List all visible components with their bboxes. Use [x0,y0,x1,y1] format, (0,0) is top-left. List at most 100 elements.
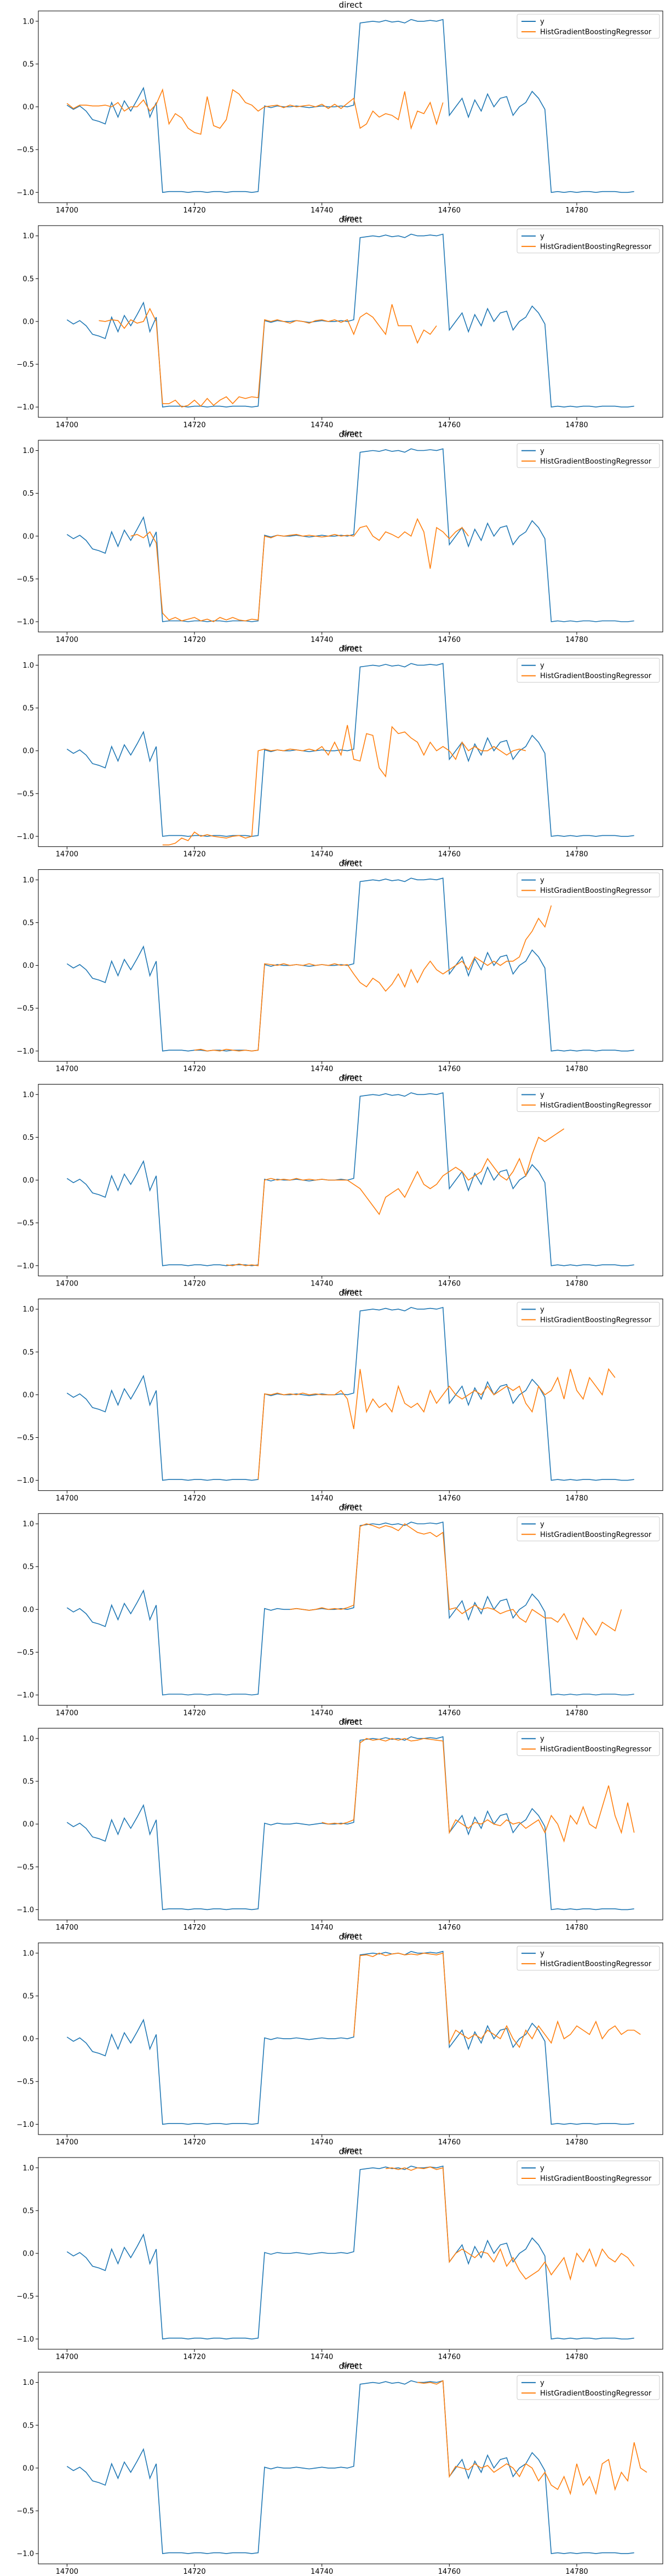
legend-label-y: y [540,447,544,455]
legend-box [517,1087,660,1112]
y-tick-label: −1.0 [16,2336,34,2344]
y-tick-label: 0.0 [22,962,34,970]
chart-panel: direct −1.0 −0.5 0.0 0.5 1.0 14700 14720 14740 14… [16,0,663,223]
y-tick-label: 0.0 [22,532,34,541]
y-tick-label: 0.5 [22,2207,34,2215]
legend-box [517,1516,660,1541]
x-tick-label: 14760 [438,1924,461,1932]
legend-label-prediction: HistGradientBoostingRegressor [540,2389,652,2397]
y-tick-label: −0.5 [16,2508,34,2516]
x-tick-label: 14760 [438,1709,461,1717]
x-tick-label: 14760 [438,2353,461,2361]
legend-box [517,228,660,254]
x-tick-label: 14740 [311,1709,333,1717]
x-tick-label: 14700 [56,2568,78,2576]
x-tick-label: 14780 [565,1494,588,1502]
chart-panel: direct −1.0 −0.5 0.0 0.5 1.0 14700 14720 14740 14… [16,1717,663,1940]
x-tick-label: 14720 [183,1924,205,1932]
x-axis-label: time [342,1717,358,1725]
x-tick-label: 14720 [183,206,205,215]
y-tick-label: −1.0 [16,1906,34,1914]
x-tick-label: 14740 [311,636,333,644]
x-tick-label: 14780 [565,206,588,215]
chart-title: direct [339,215,363,225]
chart-panel: direct −1.0 −0.5 0.0 0.5 1.0 14700 14720 14740 14… [16,1932,663,2155]
chart-panel: direct −1.0 −0.5 0.0 0.5 1.0 14700 14720 14740 14… [16,1288,663,1511]
chart-title: direct [339,1717,363,1727]
chart-title: direct [339,644,363,654]
x-tick-label: 14780 [565,636,588,644]
y-tick-label: −0.5 [16,1219,34,1227]
chart-panel: direct −1.0 −0.5 0.0 0.5 1.0 14700 14720 14740 14… [16,429,663,652]
y-tick-label: −1.0 [16,1691,34,1700]
y-tick-label: −1.0 [16,833,34,841]
series-line-prediction [130,518,469,622]
y-tick-label: 0.5 [22,2422,34,2430]
x-tick-label: 14700 [56,1924,78,1932]
y-tick-label: 1.0 [22,2379,34,2387]
x-tick-label: 14720 [183,421,205,429]
legend-box [517,1301,660,1327]
legend-label-y: y [540,1735,544,1743]
x-tick-label: 14740 [311,421,333,429]
y-tick-label: −1.0 [16,1477,34,1485]
x-tick-label: 14740 [311,2138,333,2147]
x-tick-label: 14700 [56,1494,78,1502]
x-tick-label: 14740 [311,2353,333,2361]
y-tick-label: 0.0 [22,1177,34,1185]
x-axis-label: time [342,215,358,223]
y-tick-label: 0.5 [22,1563,34,1571]
plot-frame [38,655,663,847]
series-line-y [66,1736,634,1911]
y-tick-label: 0.0 [22,1606,34,1614]
x-tick-label: 14780 [565,421,588,429]
x-tick-label: 14780 [565,2138,588,2147]
series-line-prediction [226,1128,565,1266]
x-tick-label: 14760 [438,1065,461,1074]
legend-label-y: y [540,18,544,26]
y-tick-label: −1.0 [16,404,34,412]
x-tick-label: 14720 [183,2353,205,2361]
plot-frame [38,869,663,1062]
legend-box [517,658,660,683]
legend-label-y: y [540,2379,544,2387]
chart-panel: direct −1.0 −0.5 0.0 0.5 1.0 14700 14720 14740 14… [16,215,663,438]
y-tick-label: 0.0 [22,2464,34,2472]
x-axis-label: time [342,1288,358,1296]
x-tick-label: 14700 [56,636,78,644]
x-axis-label: time [342,1074,358,1082]
chart-title: direct [339,1074,363,1083]
x-tick-label: 14720 [183,1709,205,1717]
chart-panel: direct −1.0 −0.5 0.0 0.5 1.0 14700 14720 14740 14… [16,644,663,867]
y-tick-label: 1.0 [22,1521,34,1529]
series-line-y [66,1950,634,2125]
series-line-y [66,2380,634,2555]
x-tick-label: 14760 [438,2138,461,2147]
legend-box [517,1731,660,1756]
legend-label-prediction: HistGradientBoostingRegressor [540,1746,652,1754]
x-tick-label: 14740 [311,851,333,859]
legend-label-y: y [540,1091,544,1099]
y-tick-label: 0.0 [22,747,34,755]
x-tick-label: 14720 [183,1494,205,1502]
chart-panel: direct −1.0 −0.5 0.0 0.5 1.0 14700 14720 14740 14… [16,859,663,1082]
y-tick-label: 1.0 [22,662,34,670]
y-tick-label: 1.0 [22,876,34,885]
x-tick-label: 14700 [56,1709,78,1717]
chart-title: direct [339,2147,363,2156]
x-axis-label: time [342,644,358,652]
x-tick-label: 14720 [183,636,205,644]
chart-panel: direct −1.0 −0.5 0.0 0.5 1.0 14700 14720 14740 14… [16,2361,663,2576]
x-tick-label: 14760 [438,421,461,429]
series-line-y [66,1521,634,1696]
x-tick-label: 14700 [56,1280,78,1288]
x-tick-label: 14700 [56,421,78,429]
plot-frame [38,1513,663,1706]
x-axis-label: time [342,859,358,867]
x-tick-label: 14740 [311,206,333,215]
y-tick-label: 0.5 [22,1134,34,1142]
y-tick-label: 0.5 [22,275,34,283]
plot-frame [38,1728,663,1920]
legend-box [517,443,660,468]
legend-label-prediction: HistGradientBoostingRegressor [540,2175,652,2183]
